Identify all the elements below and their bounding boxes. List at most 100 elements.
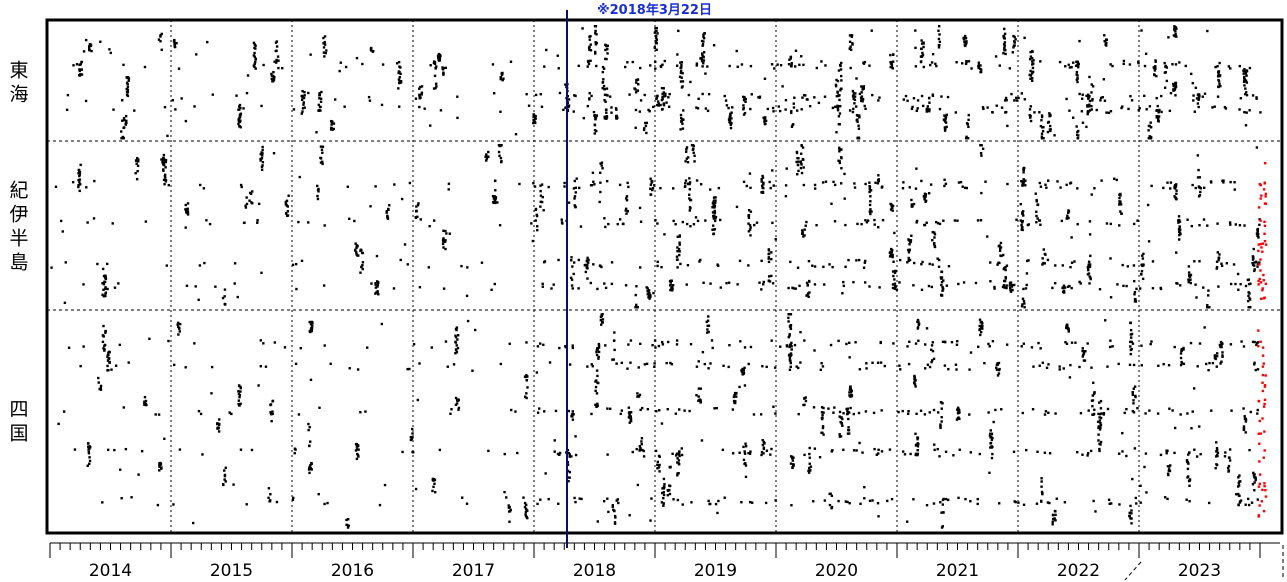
event-point — [485, 159, 488, 162]
event-point — [1226, 466, 1230, 470]
event-point — [1178, 233, 1181, 237]
event-point — [1108, 345, 1112, 349]
event-point — [769, 186, 772, 190]
event-point — [1126, 265, 1130, 268]
event-point — [795, 365, 798, 368]
event-point — [893, 282, 897, 285]
event-point — [564, 83, 567, 86]
event-point — [590, 412, 593, 416]
event-point — [851, 42, 854, 45]
event-point-recent — [1257, 344, 1260, 348]
event-point — [758, 96, 761, 99]
event-point — [802, 235, 805, 238]
event-point — [1175, 251, 1178, 254]
event-point — [248, 191, 252, 195]
event-point — [136, 164, 140, 168]
event-point — [432, 485, 435, 489]
event-point — [890, 255, 893, 258]
event-point — [308, 320, 311, 324]
event-point — [945, 284, 949, 287]
event-point — [72, 64, 75, 67]
event-point — [714, 217, 717, 220]
event-point — [99, 40, 102, 43]
event-point — [1256, 230, 1259, 233]
event-point — [198, 264, 202, 267]
event-point — [647, 108, 650, 112]
event-point — [915, 167, 918, 170]
event-point — [677, 247, 681, 251]
event-point — [869, 195, 872, 198]
event-point — [1020, 179, 1023, 183]
event-point — [1061, 264, 1065, 267]
event-point — [1132, 402, 1135, 405]
event-point — [1024, 287, 1028, 290]
event-point — [88, 462, 91, 466]
event-point — [928, 411, 931, 414]
event-point — [593, 114, 597, 117]
event-point — [808, 466, 811, 470]
event-point — [267, 496, 270, 500]
event-point — [675, 255, 679, 258]
event-point — [893, 286, 897, 290]
event-point — [863, 485, 866, 489]
event-point — [730, 111, 733, 114]
event-point — [789, 260, 792, 264]
event-point — [239, 119, 242, 122]
event-point — [891, 286, 895, 290]
event-point — [1058, 368, 1061, 371]
event-point — [571, 265, 574, 268]
event-point — [869, 200, 872, 203]
event-point — [839, 63, 842, 67]
event-point — [836, 107, 840, 110]
event-point — [890, 497, 894, 501]
event-point — [1157, 364, 1160, 368]
event-point — [318, 93, 321, 97]
event-point — [1215, 365, 1218, 368]
event-point — [1173, 195, 1176, 198]
event-point — [104, 286, 107, 289]
event-point — [105, 262, 109, 266]
event-point — [572, 187, 576, 190]
event-point — [742, 106, 745, 110]
event-point — [1169, 91, 1173, 95]
event-point — [702, 55, 705, 59]
event-point — [1039, 223, 1042, 226]
event-point — [354, 249, 357, 252]
event-point — [1132, 399, 1135, 402]
event-point — [678, 250, 681, 253]
event-point — [635, 303, 638, 307]
event-point — [800, 108, 803, 111]
event-point — [906, 345, 909, 348]
event-point — [411, 432, 414, 435]
event-point — [1051, 286, 1054, 290]
event-point — [655, 26, 658, 30]
event-point — [749, 450, 752, 453]
event-point — [596, 348, 599, 351]
event-point — [164, 160, 168, 164]
event-point — [656, 467, 659, 470]
event-point — [1130, 522, 1133, 525]
event-point — [548, 361, 552, 364]
event-point — [866, 219, 870, 222]
event-point — [1025, 259, 1029, 263]
event-point — [688, 197, 691, 200]
event-point — [639, 99, 643, 102]
event-point — [1199, 187, 1203, 190]
event-point — [928, 101, 931, 104]
event-point — [254, 44, 257, 47]
event-point — [791, 286, 794, 290]
event-point — [1054, 412, 1057, 415]
event-point — [877, 452, 880, 455]
event-point — [442, 287, 446, 290]
event-point — [539, 92, 542, 96]
event-point-recent — [1260, 194, 1263, 197]
event-point — [1163, 496, 1167, 499]
event-point — [653, 362, 656, 365]
event-point — [883, 364, 887, 368]
event-point — [1003, 46, 1006, 49]
event-point — [1155, 109, 1158, 112]
event-point — [1197, 93, 1201, 96]
event-point — [618, 183, 622, 187]
event-point — [639, 342, 642, 346]
event-point — [1249, 306, 1252, 309]
